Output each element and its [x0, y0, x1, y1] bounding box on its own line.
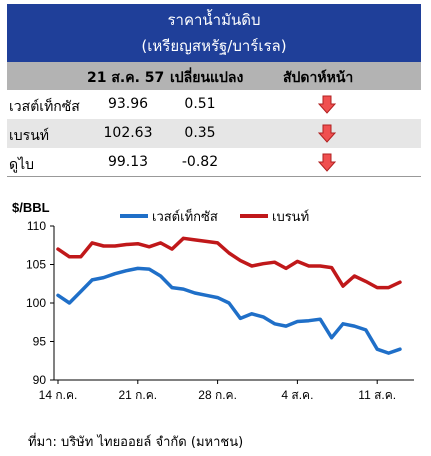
oil-price-line-chart: $/BBL เวสต์เท็กซัส เบรนท์ 90 95 100 105 110 14… — [12, 200, 414, 402]
table-row: เวสต์เท็กซัส 93.96 0.51 — [7, 90, 421, 119]
y-tick-label: 95 — [33, 335, 47, 349]
table-row: เบรนท์ 102.63 0.35 — [7, 119, 421, 148]
y-tick-label: 105 — [26, 258, 46, 272]
y-tick-label: 90 — [33, 373, 47, 387]
series-line-1 — [56, 266, 402, 355]
series-line-2 — [56, 236, 402, 290]
oil-change: -0.82 — [181, 154, 219, 170]
legend-label: เวสต์เท็กซัส — [152, 207, 218, 224]
chart-legend: เวสต์เท็กซัส เบรนท์ — [120, 207, 309, 224]
oil-price: 99.13 — [107, 154, 149, 170]
chart-axes: 90 95 100 105 110 14 ก.ค. 21 ก.ค. 28 ก.ค. 4 ส.ค.… — [26, 219, 414, 402]
oil-change: 0.35 — [184, 125, 216, 141]
table-title: ราคาน้ำมันดิบ — [167, 11, 261, 29]
down-arrow-icon — [318, 95, 336, 114]
column-header-next-week: สัปดาห์หน้า — [283, 70, 354, 86]
column-header-change: เปลี่ยนแปลง — [170, 70, 244, 86]
table-column-header-row: 21 ส.ค. 57 เปลี่ยนแปลง สัปดาห์หน้า — [7, 62, 421, 90]
oil-name: เบรนท์ — [9, 128, 49, 144]
y-tick-label: 100 — [26, 296, 46, 310]
down-arrow-icon — [318, 153, 336, 172]
x-tick-label: 11 ส.ค. — [358, 388, 396, 402]
y-axis-label: $/BBL — [12, 200, 50, 215]
oil-change: 0.51 — [184, 96, 216, 112]
x-tick-label: 21 ก.ค. — [118, 388, 157, 402]
x-tick-label: 14 ก.ค. — [39, 388, 78, 402]
oil-name: เวสต์เท็กซัส — [9, 99, 80, 115]
chart-series — [56, 236, 402, 355]
table-header-banner: ราคาน้ำมันดิบ (เหรียญสหรัฐ/บาร์เรล) — [7, 4, 421, 62]
table-subtitle: (เหรียญสหรัฐ/บาร์เรล) — [141, 37, 287, 55]
down-arrow-icon — [318, 124, 336, 143]
x-tick-label: 4 ส.ค. — [281, 388, 313, 402]
table-bottom-border — [7, 176, 421, 177]
oil-price: 93.96 — [107, 96, 149, 112]
y-tick-label: 110 — [27, 219, 46, 233]
x-tick-label: 28 ก.ค. — [198, 388, 237, 402]
legend-label: เบรนท์ — [272, 209, 309, 224]
oil-name: ดูไบ — [9, 157, 35, 173]
oil-price: 102.63 — [103, 125, 153, 141]
table-row: ดูไบ 99.13 -0.82 — [7, 148, 421, 177]
column-header-date: 21 ส.ค. 57 — [87, 70, 165, 86]
source-note: ที่มา: บริษัท ไทยออยล์ จำกัด (มหาชน) — [28, 435, 244, 450]
